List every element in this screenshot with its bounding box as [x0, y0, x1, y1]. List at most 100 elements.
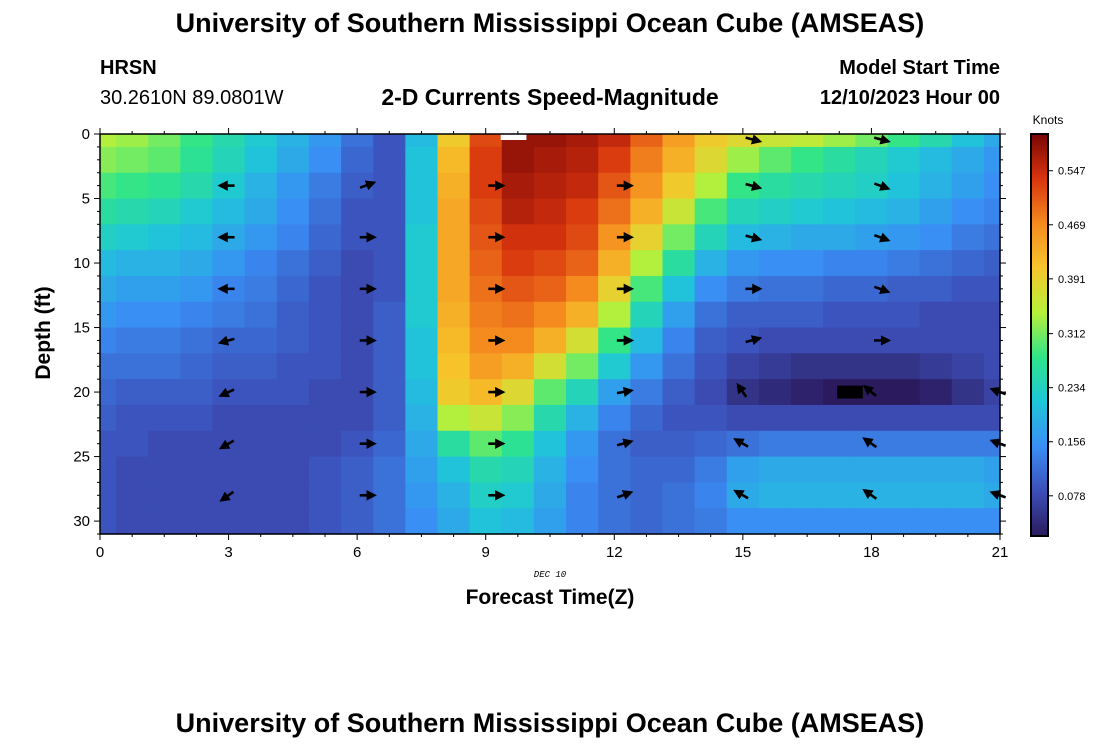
heatmap-cell — [951, 456, 985, 483]
y-tick-label: 5 — [82, 191, 90, 208]
heatmap-cell — [308, 250, 342, 277]
heatmap-cell — [501, 275, 535, 303]
heatmap-cell — [180, 224, 214, 251]
heatmap-cell — [501, 379, 535, 406]
heatmap-cell — [501, 198, 535, 225]
heatmap-cell — [951, 224, 985, 251]
heatmap-cell — [501, 482, 535, 509]
heatmap-cell — [887, 172, 921, 200]
heatmap-cell — [598, 134, 631, 148]
heatmap-cell — [244, 353, 278, 380]
heatmap-cell — [244, 134, 278, 148]
heatmap-cell — [758, 250, 792, 277]
heatmap-cell — [919, 198, 953, 225]
heatmap-cell — [437, 482, 471, 509]
heatmap-cell — [469, 404, 503, 432]
heatmap-cell — [823, 198, 856, 225]
heatmap-cell — [276, 134, 310, 148]
station-coordinates: 30.2610N 89.0801W — [100, 87, 284, 109]
heatmap-cell — [212, 250, 246, 277]
heatmap-cell — [341, 250, 374, 277]
heatmap-cell — [116, 353, 149, 380]
heatmap-cell — [469, 134, 503, 148]
heatmap-cell — [501, 301, 535, 329]
heatmap-cell — [758, 456, 792, 483]
heatmap-cell — [887, 430, 921, 458]
heatmap-cell — [533, 404, 567, 432]
heatmap-cell — [180, 172, 214, 200]
heatmap-cell — [437, 430, 471, 458]
heatmap-cell — [791, 275, 824, 303]
heatmap-cell — [469, 456, 503, 483]
heatmap-cell — [823, 482, 856, 509]
heatmap-cell — [630, 430, 664, 458]
heatmap-cell — [308, 224, 342, 251]
heatmap-cell — [919, 430, 953, 458]
heatmap-cell — [855, 508, 889, 535]
heatmap-cell — [308, 275, 342, 303]
heatmap-cell — [148, 404, 181, 432]
heatmap-cell — [598, 146, 631, 174]
heatmap-cell — [823, 456, 856, 483]
heatmap-cell — [791, 301, 824, 329]
heatmap-cell — [758, 146, 792, 174]
heatmap-cell — [823, 275, 856, 303]
heatmap-cell — [598, 353, 631, 380]
heatmap-cell — [308, 327, 342, 354]
heatmap-cell — [533, 327, 567, 354]
heatmap-cell — [951, 301, 985, 329]
heatmap-cell — [662, 456, 696, 483]
heatmap-cell — [308, 198, 342, 225]
heatmap-cell — [405, 250, 439, 277]
heatmap-cell — [919, 275, 953, 303]
heatmap-cell — [501, 430, 535, 458]
heatmap-cell — [100, 172, 117, 200]
heatmap-cell — [244, 146, 278, 174]
heatmap-cell — [662, 172, 696, 200]
heatmap-cell — [630, 508, 664, 535]
heatmap-cell — [951, 379, 985, 406]
heatmap-cell — [533, 275, 567, 303]
heatmap-cell — [855, 404, 889, 432]
heatmap-cell — [630, 482, 664, 509]
heatmap-cell — [180, 482, 214, 509]
heatmap-cell — [180, 250, 214, 277]
heatmap-cell — [244, 379, 278, 406]
heatmap-cell — [919, 172, 953, 200]
heatmap-cell — [758, 301, 792, 329]
footer-title: University of Southern Mississippi Ocean… — [175, 708, 925, 738]
chart-title: 2-D Currents Speed-Magnitude — [381, 84, 719, 110]
heatmap-cell — [662, 275, 696, 303]
heatmap-cell — [887, 353, 921, 380]
heatmap-cell — [887, 198, 921, 225]
heatmap-cell — [726, 404, 760, 432]
heatmap-cell — [758, 379, 792, 406]
heatmap-cell — [148, 482, 181, 509]
current-vector-arrow — [359, 180, 377, 191]
heatmap-cell — [373, 379, 406, 406]
heatmap-cell — [180, 404, 214, 432]
heatmap-cell — [405, 456, 439, 483]
heatmap-cell — [148, 224, 181, 251]
heatmap-cell — [951, 482, 985, 509]
heatmap-cell — [983, 275, 1001, 303]
heatmap-cell — [823, 430, 856, 458]
heatmap-cell — [100, 353, 117, 380]
heatmap-cell — [662, 224, 696, 251]
heatmap-cell — [116, 301, 149, 329]
heatmap-cell — [694, 301, 728, 329]
heatmap-cell — [244, 275, 278, 303]
heatmap-cell — [533, 353, 567, 380]
heatmap-cell — [276, 198, 310, 225]
current-vector-arrow — [217, 335, 235, 346]
current-vector-arrow — [745, 232, 763, 243]
heatmap-cell — [469, 146, 503, 174]
heatmap-cell — [405, 482, 439, 509]
heatmap-cell — [437, 250, 471, 277]
heatmap-cell — [662, 250, 696, 277]
current-vector-arrow — [745, 335, 763, 346]
heatmap-cell — [437, 172, 471, 200]
heatmap-cell — [212, 404, 246, 432]
heatmap-cell — [469, 301, 503, 329]
current-vector-arrow — [733, 438, 749, 448]
